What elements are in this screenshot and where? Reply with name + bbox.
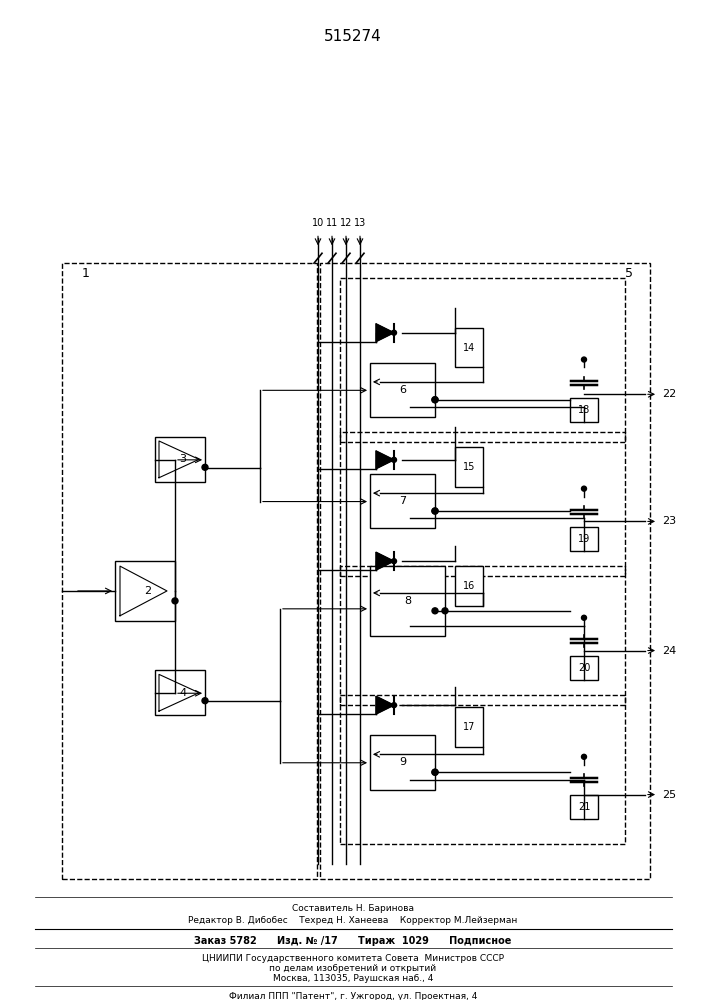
Circle shape — [432, 508, 438, 514]
Text: 9: 9 — [399, 757, 406, 767]
FancyBboxPatch shape — [455, 566, 483, 606]
Text: 17: 17 — [463, 722, 475, 732]
Circle shape — [392, 330, 397, 335]
Circle shape — [432, 397, 438, 403]
Polygon shape — [376, 451, 394, 469]
Circle shape — [432, 769, 438, 775]
Text: 10: 10 — [312, 218, 324, 228]
Circle shape — [432, 608, 438, 614]
Polygon shape — [376, 324, 394, 342]
Text: 18: 18 — [578, 405, 590, 415]
FancyBboxPatch shape — [570, 398, 598, 422]
Text: 6: 6 — [399, 385, 406, 395]
Text: 7: 7 — [399, 496, 406, 506]
Text: 2: 2 — [144, 586, 151, 596]
FancyBboxPatch shape — [455, 328, 483, 367]
Circle shape — [392, 457, 397, 462]
Text: Редактор В. Дибобес    Техред Н. Ханеева    Корректор М.Лейзерман: Редактор В. Дибобес Техред Н. Ханеева Ко… — [188, 916, 518, 925]
Text: 20: 20 — [578, 663, 590, 673]
Circle shape — [432, 397, 438, 403]
Circle shape — [581, 357, 587, 362]
Circle shape — [581, 754, 587, 759]
FancyBboxPatch shape — [370, 363, 435, 417]
FancyBboxPatch shape — [570, 527, 598, 551]
Text: Составитель Н. Баринова: Составитель Н. Баринова — [292, 904, 414, 913]
Text: 21: 21 — [578, 802, 590, 812]
FancyBboxPatch shape — [370, 474, 435, 528]
Circle shape — [172, 598, 178, 604]
Circle shape — [432, 769, 438, 775]
Text: 4: 4 — [180, 688, 187, 698]
FancyBboxPatch shape — [370, 566, 445, 636]
Text: 19: 19 — [578, 534, 590, 544]
Polygon shape — [376, 696, 394, 714]
Circle shape — [202, 464, 208, 470]
Polygon shape — [376, 552, 394, 570]
Text: по делам изобретений и открытий: по делам изобретений и открытий — [269, 964, 436, 973]
FancyBboxPatch shape — [570, 656, 598, 680]
FancyBboxPatch shape — [455, 447, 483, 487]
Text: 24: 24 — [662, 646, 677, 656]
Text: 12: 12 — [340, 218, 352, 228]
Text: 1: 1 — [82, 267, 90, 280]
Circle shape — [581, 615, 587, 620]
Text: 8: 8 — [404, 596, 411, 606]
Text: 15: 15 — [463, 462, 475, 472]
FancyBboxPatch shape — [370, 735, 435, 790]
Text: Москва, 113035, Раушская наб., 4: Москва, 113035, Раушская наб., 4 — [273, 974, 433, 983]
Text: 3: 3 — [180, 454, 187, 464]
Text: 14: 14 — [463, 343, 475, 353]
Text: 16: 16 — [463, 581, 475, 591]
Text: 13: 13 — [354, 218, 366, 228]
Text: 23: 23 — [662, 516, 676, 526]
Circle shape — [392, 703, 397, 708]
Text: 22: 22 — [662, 389, 677, 399]
Circle shape — [432, 508, 438, 514]
Text: Филиал ППП "Патент", г. Ужгород, ул. Проектная, 4: Филиал ППП "Патент", г. Ужгород, ул. Про… — [229, 992, 477, 1000]
Text: 11: 11 — [326, 218, 338, 228]
Circle shape — [392, 559, 397, 564]
Text: ЦНИИПИ Государственного комитета Совета  Министров СССР: ЦНИИПИ Государственного комитета Совета … — [202, 954, 504, 963]
Text: Заказ 5782      Изд. № /17      Тираж  1029      Подписное: Заказ 5782 Изд. № /17 Тираж 1029 Подписн… — [194, 936, 512, 946]
Circle shape — [442, 608, 448, 614]
Text: 5: 5 — [625, 267, 633, 280]
Text: 515274: 515274 — [324, 29, 382, 44]
Circle shape — [581, 486, 587, 491]
FancyBboxPatch shape — [455, 707, 483, 747]
Circle shape — [202, 698, 208, 704]
Text: 25: 25 — [662, 790, 676, 800]
FancyBboxPatch shape — [570, 795, 598, 819]
